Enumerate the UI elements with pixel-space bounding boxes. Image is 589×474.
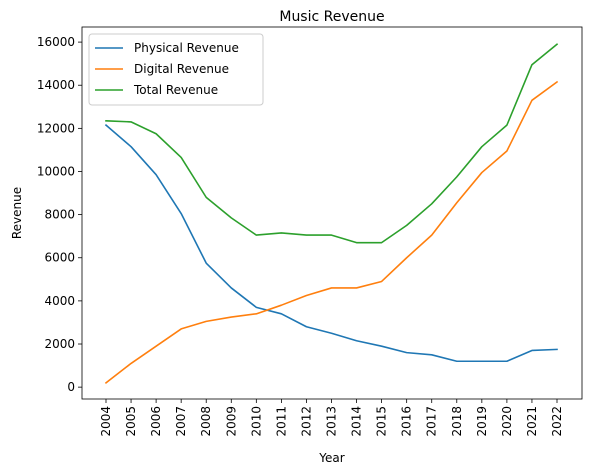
x-tick-label-2017: 2017 xyxy=(425,406,439,437)
series-line-digital-revenue xyxy=(104,80,559,384)
x-tick-label-2007: 2007 xyxy=(174,406,188,437)
legend-box xyxy=(88,33,264,106)
x-tick-label-2008: 2008 xyxy=(199,406,213,437)
y-tick-label-2000: 2000 xyxy=(44,337,75,351)
x-tick-label-2004: 2004 xyxy=(99,406,113,437)
y-tick-label-14000: 14000 xyxy=(37,78,75,92)
x-tick-label-2016: 2016 xyxy=(400,406,414,437)
y-tick-label-10000: 10000 xyxy=(37,164,75,178)
y-tick-label-16000: 16000 xyxy=(37,35,75,49)
y-axis-label: Revenue xyxy=(10,187,24,239)
legend-label-physical-revenue: Physical Revenue xyxy=(134,41,239,55)
legend-label-total-revenue: Total Revenue xyxy=(133,83,218,97)
y-tick-label-4000: 4000 xyxy=(44,294,75,308)
y-tick-label-12000: 12000 xyxy=(37,121,75,135)
x-tick-label-2015: 2015 xyxy=(375,406,389,437)
x-tick-label-2022: 2022 xyxy=(550,406,564,437)
x-tick-label-2019: 2019 xyxy=(475,406,489,437)
x-tick-label-2021: 2021 xyxy=(525,406,539,437)
series-lines xyxy=(104,43,559,384)
x-tick-label-2013: 2013 xyxy=(325,406,339,437)
x-tick-label-2009: 2009 xyxy=(224,406,238,437)
x-tick-label-2012: 2012 xyxy=(299,406,313,437)
legend-label-digital-revenue: Digital Revenue xyxy=(134,62,229,76)
series-line-physical-revenue xyxy=(104,123,558,363)
legend: Physical Revenue Digital Revenue Total Rev… xyxy=(88,33,264,106)
x-tick-label-2014: 2014 xyxy=(350,406,364,437)
y-tick-label-6000: 6000 xyxy=(44,251,75,265)
y-tick-label-0: 0 xyxy=(67,380,75,394)
x-tick-label-2010: 2010 xyxy=(249,406,263,437)
x-tick-label-2011: 2011 xyxy=(274,406,288,437)
x-tick-label-2006: 2006 xyxy=(149,406,163,437)
x-tick-label-2018: 2018 xyxy=(450,406,464,437)
chart-title: Music Revenue xyxy=(279,9,384,25)
y-axis-ticks: 0 2000 4000 6000 8000 10000 12000 14000 16000 xyxy=(37,35,82,394)
x-tick-label-2005: 2005 xyxy=(124,406,138,437)
series-line-total-revenue xyxy=(105,43,559,244)
x-axis-ticks: 2004 2005 2006 2007 2008 2009 2010 2011 2012 2013… xyxy=(99,399,564,437)
y-tick-label-8000: 8000 xyxy=(44,208,75,222)
x-tick-label-2020: 2020 xyxy=(500,406,514,437)
x-axis-label: Year xyxy=(318,451,344,465)
